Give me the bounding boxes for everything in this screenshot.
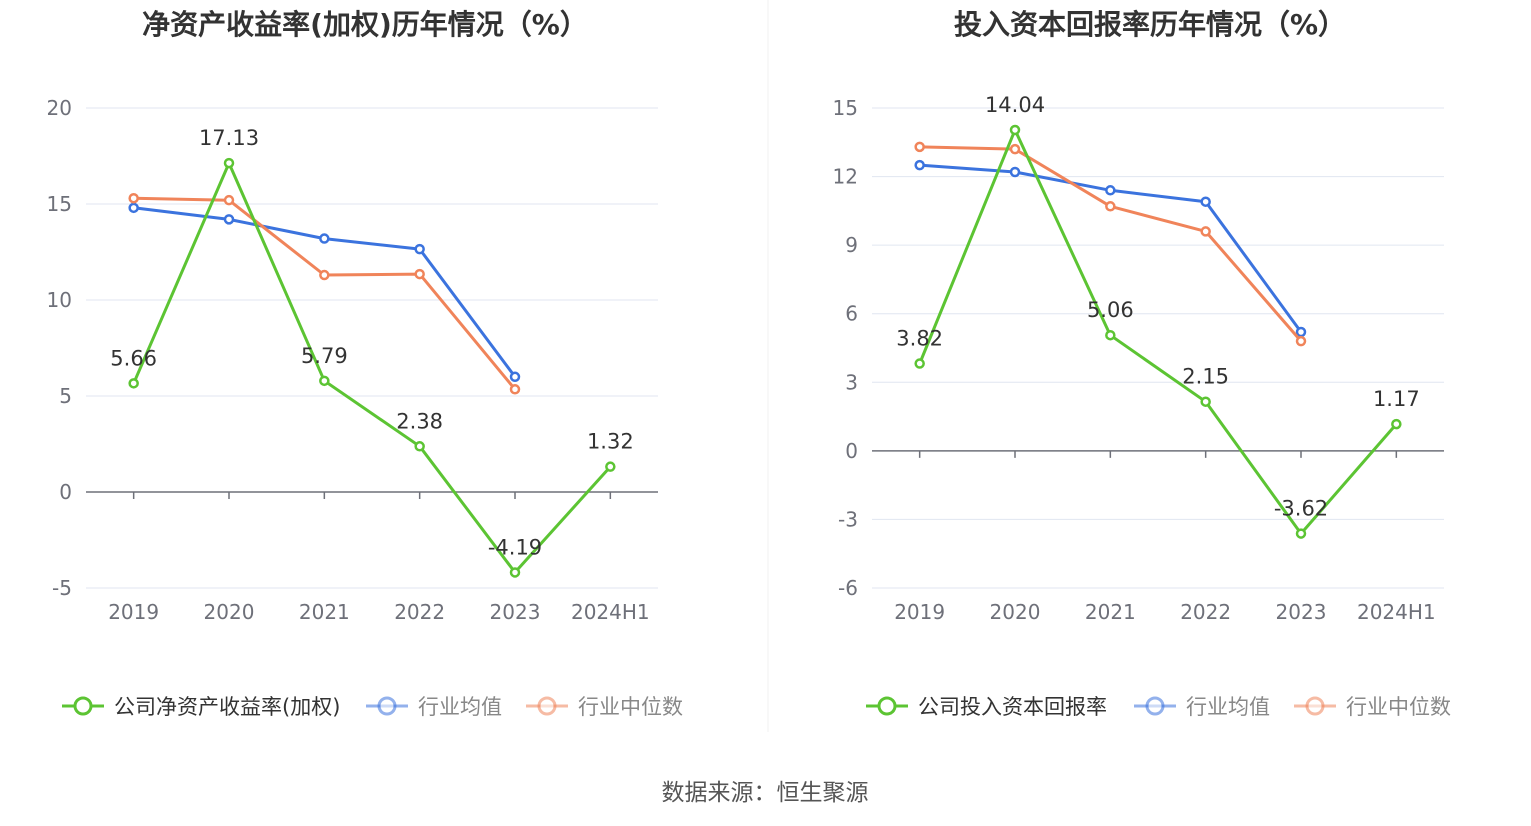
chart-title: 投入资本回报率历年情况（%） — [954, 8, 1346, 41]
x-tick-label: 2022 — [1180, 600, 1231, 624]
legend-item-industry_avg[interactable]: 行业均值 — [1134, 695, 1270, 719]
data-label: 2.38 — [396, 409, 443, 433]
y-tick-label: 9 — [845, 233, 858, 257]
data-point-industry_median — [1009, 143, 1021, 155]
data-point-company — [509, 567, 521, 578]
data-point-company — [223, 157, 235, 169]
y-tick-label: 15 — [47, 192, 72, 216]
data-point-industry_avg — [1200, 196, 1211, 207]
data-label: 1.32 — [587, 430, 634, 454]
data-point-industry_median — [914, 141, 925, 153]
legend-marker — [377, 696, 397, 716]
y-tick-label: -5 — [52, 576, 72, 600]
legend-label: 行业中位数 — [578, 695, 683, 719]
data-label: 2.15 — [1182, 365, 1229, 389]
legend-item-company[interactable]: 公司净资产收益率(加权) — [62, 695, 340, 719]
y-tick-label: -6 — [838, 576, 858, 600]
data-point-industry_median — [509, 384, 521, 395]
data-label: 17.13 — [199, 126, 259, 150]
data-point-company — [605, 461, 616, 472]
legend-label: 行业中位数 — [1346, 695, 1451, 719]
series-line-company — [918, 128, 1398, 536]
data-label: -3.62 — [1274, 497, 1328, 521]
data-point-company — [1105, 329, 1116, 341]
x-tick-label: 2023 — [490, 600, 541, 624]
y-tick-label: 15 — [833, 96, 858, 120]
legend-marker — [1305, 696, 1325, 716]
legend-item-industry_median[interactable]: 行业中位数 — [526, 695, 683, 719]
data-point-industry_median — [319, 269, 330, 281]
x-tick-label: 2019 — [894, 600, 945, 624]
x-tick-label: 2020 — [204, 600, 255, 624]
x-tick-label: 2020 — [990, 600, 1041, 624]
legend-marker — [877, 696, 897, 716]
y-tick-label: 0 — [59, 480, 72, 504]
roe-chart: 净资产收益率(加权)历年情况（%） -5 0 5 10 15 20 2019 2020 2021… — [47, 8, 683, 719]
data-label: -4.19 — [488, 535, 542, 559]
data-point-industry_median — [1105, 201, 1116, 212]
y-tick-label: 12 — [833, 165, 858, 189]
data-source: 数据来源：恒生聚源 — [662, 780, 869, 806]
legend-label: 行业均值 — [418, 695, 502, 719]
y-tick-label: 20 — [47, 96, 72, 120]
data-point-industry_avg — [128, 202, 139, 214]
data-point-industry_median — [414, 268, 425, 280]
data-label: 5.79 — [301, 344, 348, 368]
legend-item-industry_median[interactable]: 行业中位数 — [1294, 695, 1451, 719]
y-tick-label: 10 — [47, 288, 72, 312]
data-label: 3.82 — [896, 327, 943, 351]
data-label: 1.17 — [1373, 387, 1420, 411]
data-point-industry_median — [1295, 335, 1307, 347]
y-tick-label: 6 — [845, 302, 858, 326]
data-point-industry_avg — [1295, 326, 1307, 338]
data-label: 14.04 — [985, 93, 1045, 117]
data-point-industry_avg — [914, 159, 925, 171]
data-point-company — [1200, 396, 1211, 407]
y-tick-label: 0 — [845, 439, 858, 463]
chart-title: 净资产收益率(加权)历年情况（%） — [142, 8, 588, 41]
series-line-company — [132, 161, 612, 574]
legend-item-company[interactable]: 公司投入资本回报率 — [866, 695, 1107, 719]
data-point-company — [1009, 124, 1021, 136]
legend-label: 行业均值 — [1186, 695, 1270, 719]
data-point-company — [128, 378, 139, 389]
data-point-company — [1391, 418, 1402, 430]
x-tick-label: 2019 — [108, 600, 159, 624]
y-tick-label: -3 — [838, 507, 858, 531]
y-tick-label: 5 — [59, 384, 72, 408]
y-tick-label: 3 — [845, 370, 858, 394]
legend-marker — [73, 696, 93, 716]
x-tick-label: 2024H1 — [571, 600, 650, 624]
legend-label: 公司净资产收益率(加权) — [114, 695, 340, 719]
x-tick-label: 2022 — [394, 600, 445, 624]
legend-marker — [1145, 696, 1165, 716]
x-tick-label: 2021 — [299, 600, 350, 624]
legend-label: 公司投入资本回报率 — [918, 695, 1107, 719]
x-tick-label: 2024H1 — [1357, 600, 1436, 624]
data-point-company — [414, 441, 425, 452]
x-tick-label: 2021 — [1085, 600, 1136, 624]
data-point-industry_median — [128, 192, 139, 204]
data-point-industry_avg — [1105, 185, 1116, 196]
legend-item-industry_avg[interactable]: 行业均值 — [366, 695, 502, 719]
data-point-industry_avg — [1009, 166, 1021, 178]
data-point-company — [1295, 528, 1307, 539]
data-label: 5.66 — [110, 346, 157, 370]
data-point-company — [914, 358, 925, 369]
data-point-company — [319, 375, 330, 387]
data-label: 5.06 — [1087, 298, 1134, 322]
data-point-industry_avg — [414, 243, 425, 255]
data-point-industry_avg — [509, 371, 521, 383]
data-point-industry_avg — [319, 233, 330, 244]
data-point-industry_median — [1200, 226, 1211, 237]
data-point-industry_median — [223, 194, 235, 206]
roic-chart: 投入资本回报率历年情况（%） -6 -3 0 3 6 9 12 15 2019 2020 2021 2… — [833, 8, 1451, 719]
data-point-industry_avg — [223, 214, 235, 225]
x-tick-label: 2023 — [1276, 600, 1327, 624]
legend-marker — [537, 696, 557, 716]
